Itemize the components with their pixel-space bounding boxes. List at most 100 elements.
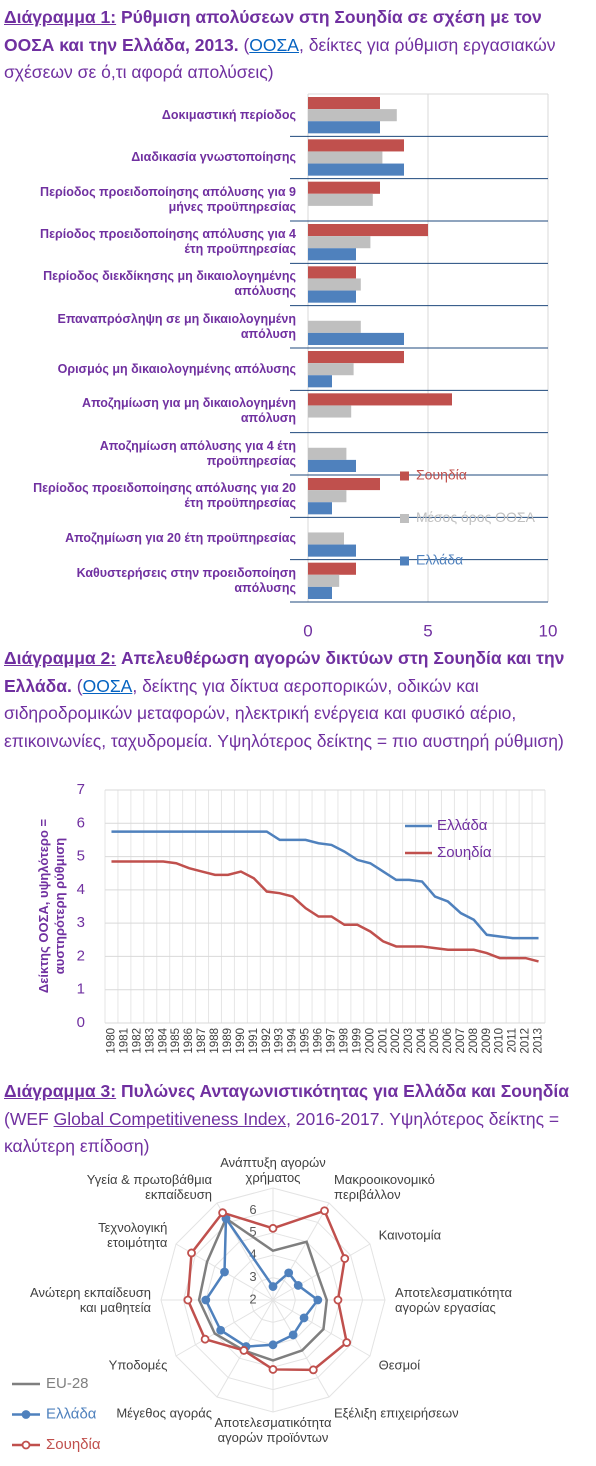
- x-tick-label: 1983: [144, 1028, 156, 1054]
- category-label: Περίοδος διεκδίκησης μη δικαιολογημένης …: [43, 269, 296, 299]
- marker: [183, 1295, 193, 1305]
- category-label: Αποζημίωση απόλυσης για 4 έτη προϋπηρεσί…: [99, 438, 296, 468]
- legend-label: Μέσος όρος ΟΟΣΑ: [416, 509, 536, 525]
- category-label: Τεχνολογική ετοιμότητα: [98, 1220, 168, 1250]
- legend-marker: [21, 1440, 31, 1450]
- x-tick-label: 1995: [300, 1028, 312, 1054]
- spoke: [272, 1202, 330, 1301]
- x-tick-label: 2001: [377, 1028, 389, 1054]
- x-tick-label: 2013: [533, 1028, 545, 1054]
- bar: [308, 320, 361, 333]
- marker: [268, 1365, 278, 1374]
- bar: [308, 351, 404, 364]
- marker: [299, 1313, 309, 1323]
- spoke: [272, 1243, 371, 1301]
- x-tick-label: 2003: [403, 1028, 415, 1054]
- y-tick-label: 5: [77, 848, 85, 865]
- marker: [239, 1346, 249, 1355]
- category-label: Υγεία & πρωτοβάθμια εκπαίδευση: [86, 1172, 212, 1203]
- radial-tick-label: 2: [249, 1291, 256, 1306]
- source-link[interactable]: ΟΟΣΑ: [82, 675, 133, 696]
- x-tick-label: 1980: [106, 1028, 118, 1054]
- spoke: [272, 1299, 371, 1357]
- x-tick-label: 1982: [131, 1028, 143, 1054]
- source-link[interactable]: Global Competitiveness Index: [53, 1108, 287, 1129]
- y-tick-label: 7: [77, 781, 85, 798]
- x-tick-label: 2012: [520, 1028, 532, 1054]
- category-label: Εξέλιξη επιχειρήσεων: [334, 1405, 459, 1421]
- y-axis-label: Δείκτης ΟΟΣΑ, υψηλότερο = αυστηρότερη ρύ…: [36, 818, 67, 994]
- spoke: [272, 1299, 330, 1398]
- x-tick-label: 2006: [442, 1028, 454, 1054]
- category-label: Αποζημίωση για 20 έτη προϋπηρεσίας: [65, 530, 296, 545]
- x-tick-label: 1984: [157, 1027, 169, 1053]
- bar: [308, 121, 380, 134]
- category-label: Υποδομές: [108, 1357, 168, 1373]
- radial-tick-label: 5: [249, 1224, 256, 1239]
- bar: [308, 532, 344, 545]
- bar: [308, 544, 356, 557]
- x-tick-label: 1986: [183, 1028, 195, 1054]
- subtitle-text: (: [76, 675, 83, 696]
- marker: [308, 1365, 318, 1375]
- category-label: Ανώτερη εκπαίδευση και μαθητεία: [30, 1285, 151, 1315]
- chart-heading: Διάγραμμα 1: Ρύθμιση απολύσεων στη Σουηδ…: [4, 4, 592, 87]
- marker: [268, 1282, 278, 1291]
- legend-label: Σουηδία: [437, 844, 492, 861]
- bar: [308, 224, 428, 237]
- legend-label: Σουηδία: [416, 467, 467, 483]
- legend-swatch: [400, 556, 409, 566]
- bar: [308, 139, 404, 152]
- bar: [308, 97, 380, 110]
- subtitle-text: , δείκτης για δίκτυα αεροπορικών, οδικών…: [4, 675, 564, 751]
- x-tick-label: 2000: [364, 1028, 376, 1054]
- source-link[interactable]: ΟΟΣΑ: [249, 34, 299, 55]
- figure-label: Διάγραμμα 3:: [4, 1081, 117, 1101]
- x-tick-label: 1990: [235, 1028, 247, 1054]
- x-tick-label: 5: [423, 621, 432, 640]
- category-label: Επαναπρόσληψη σε μη δικαιολογημένη απόλυ…: [57, 311, 297, 341]
- bar: [308, 502, 332, 515]
- y-tick-label: 1: [77, 981, 85, 998]
- marker: [218, 1208, 228, 1218]
- x-tick-label: 2005: [429, 1028, 441, 1054]
- chart-title: Ρύθμιση απολύσεων στη Σουηδία σε σχέση μ…: [4, 7, 542, 55]
- y-tick-label: 2: [77, 947, 85, 964]
- category-label: Καινοτομία: [378, 1227, 442, 1243]
- marker: [333, 1295, 343, 1305]
- bar: [308, 193, 373, 206]
- subtitle-text: (WEF: [4, 1108, 54, 1129]
- category-label: Αποζημίωση για μη δικαιολογημένη απόλυση: [82, 396, 296, 426]
- radial-tick-label: 3: [249, 1269, 256, 1284]
- x-tick-label: 2011: [507, 1028, 519, 1053]
- x-tick-label: 2008: [468, 1028, 480, 1054]
- bar: [308, 332, 404, 345]
- y-tick-label: 3: [77, 914, 85, 931]
- subtitle-text: , 2016-2017. Υψηλότερος δείκτης = καλύτε…: [4, 1108, 560, 1157]
- subtitle-text: (: [243, 34, 250, 55]
- marker: [216, 1325, 226, 1335]
- legend-label: EU-28: [46, 1375, 89, 1392]
- x-tick-label: 10: [539, 621, 558, 640]
- y-tick-label: 0: [77, 1014, 85, 1031]
- x-tick-label: 1988: [209, 1028, 221, 1054]
- marker: [288, 1330, 298, 1340]
- bar: [308, 236, 371, 249]
- bar: [308, 248, 356, 261]
- x-tick-label: 1994: [287, 1027, 299, 1053]
- bar: [308, 363, 354, 376]
- bar: [308, 574, 340, 587]
- marker: [313, 1295, 323, 1305]
- x-tick-label: 1998: [338, 1028, 350, 1054]
- x-tick-label: 1989: [222, 1028, 234, 1054]
- category-label: Ορισμός μη δικαιολογημένης απόλυσης: [57, 361, 296, 376]
- radial-tick-label: 4: [249, 1247, 256, 1262]
- chart-title: Πυλώνες Ανταγωνιστικότητας για Ελλάδα κα…: [120, 1081, 570, 1101]
- bar: [308, 278, 361, 291]
- legend-label: Ελλάδα: [437, 817, 488, 834]
- marker: [340, 1254, 350, 1263]
- bar: [308, 447, 347, 460]
- category-label: Αποτελεσματικότητα αγορών εργασίας: [395, 1285, 512, 1315]
- series-line: [111, 860, 539, 963]
